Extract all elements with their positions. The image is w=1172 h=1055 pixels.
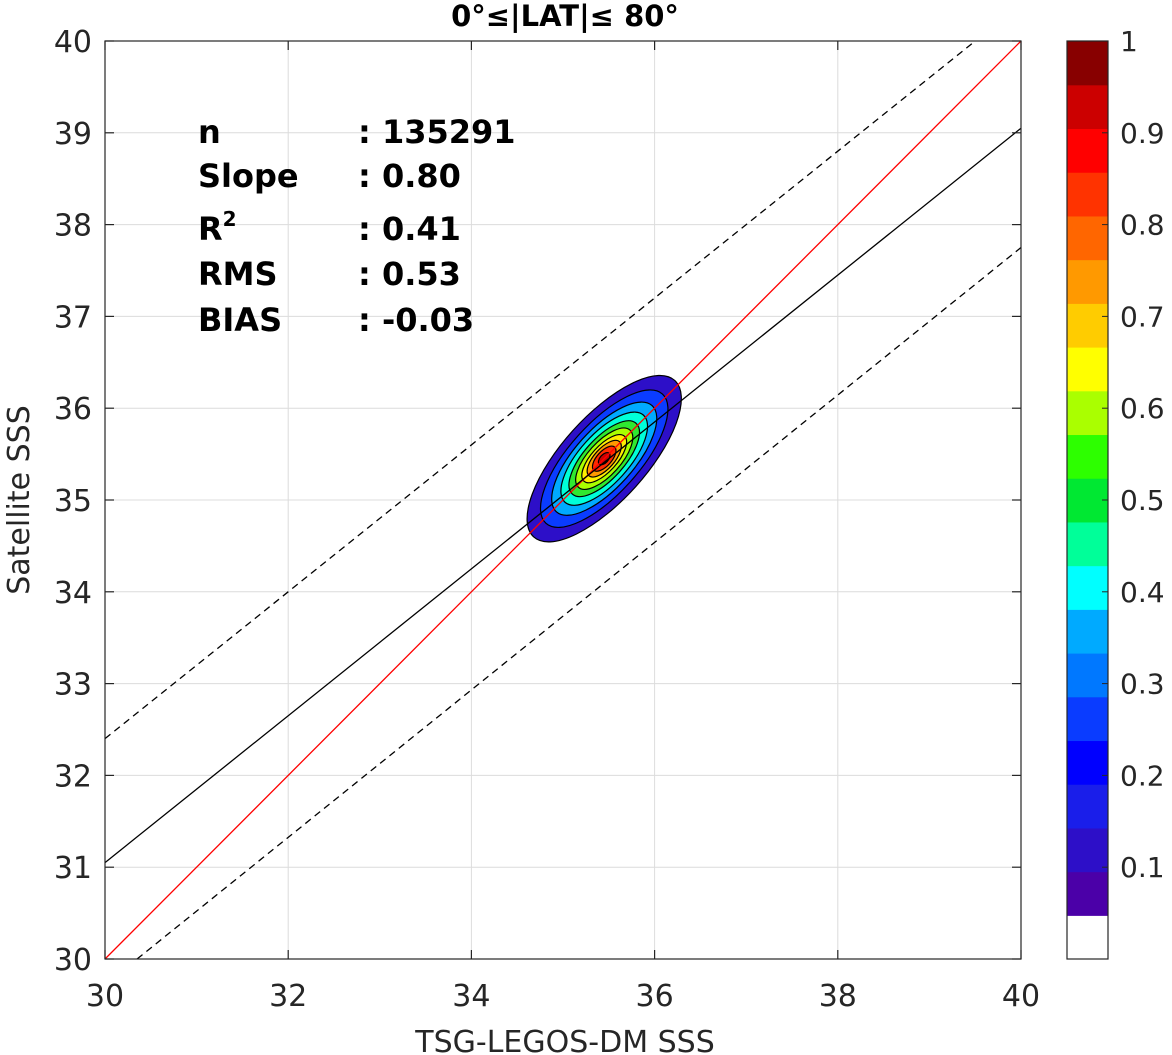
chart-title: 0°≤|LAT|≤ 80° <box>451 0 679 33</box>
y-tick-label: 40 <box>54 25 92 60</box>
colorbar-swatch <box>1067 565 1108 610</box>
colorbar-swatch <box>1067 784 1108 829</box>
y-tick-label: 30 <box>54 943 92 978</box>
colorbar-swatch <box>1067 653 1108 698</box>
colorbar-tick-label: 0.8 <box>1120 209 1165 242</box>
y-tick-label: 36 <box>54 392 92 427</box>
stat-value: : 0.53 <box>358 255 461 293</box>
stat-value: : -0.03 <box>358 301 474 339</box>
y-tick-label: 37 <box>54 300 92 335</box>
colorbar-tick-label: 0.7 <box>1120 300 1165 333</box>
colorbar-swatch <box>1067 347 1108 392</box>
colorbar-swatch <box>1067 915 1108 960</box>
colorbar-swatch <box>1067 259 1108 304</box>
colorbar-swatch <box>1067 84 1108 130</box>
x-tick-label: 32 <box>269 979 307 1014</box>
one-to-one-line <box>104 40 1022 960</box>
colorbar-tick-label: 0.6 <box>1120 392 1165 425</box>
colorbar-swatch <box>1067 827 1108 873</box>
colorbar-swatch <box>1067 871 1108 916</box>
reference-lines <box>104 40 1022 960</box>
y-tick-label: 34 <box>54 576 92 611</box>
colorbar-swatch <box>1067 521 1108 567</box>
colorbar-tick-label: 0.3 <box>1120 668 1165 701</box>
colorbar-swatch <box>1067 609 1108 654</box>
colorbar-swatch <box>1067 390 1108 436</box>
colorbar-swatch <box>1067 696 1108 742</box>
y-tick-label: 31 <box>54 851 92 886</box>
x-tick-label: 40 <box>1002 979 1040 1014</box>
colorbar-swatch <box>1067 215 1108 261</box>
y-tick-label: 35 <box>54 484 92 519</box>
colorbar-swatch <box>1067 303 1108 348</box>
colorbar-tick-label: 1 <box>1120 25 1138 58</box>
axis-ticks: 30 32 34 36 38 40 30 31 32 33 34 35 36 37 38 39 40 <box>54 25 1040 1014</box>
colorbar-tick-label: 0.1 <box>1120 851 1165 884</box>
x-axis-label: TSG-LEGOS-DM SSS <box>414 1025 715 1055</box>
stat-label: n <box>198 113 221 151</box>
y-tick-label: 32 <box>54 759 92 794</box>
x-tick-label: 38 <box>819 979 857 1014</box>
regression-line <box>104 127 1022 864</box>
colorbar-swatch <box>1067 172 1108 217</box>
colorbar-swatch <box>1067 740 1108 785</box>
x-tick-label: 34 <box>452 979 490 1014</box>
lower-bound-line <box>136 247 1022 960</box>
x-tick-label: 36 <box>636 979 674 1014</box>
colorbar-swatch <box>1067 434 1108 479</box>
stat-label: R2 <box>198 207 237 248</box>
stat-label: Slope <box>198 157 299 195</box>
colorbar: 0.1 0.2 0.3 0.4 0.5 0.6 0.7 0.8 0.9 1 <box>1066 25 1165 960</box>
colorbar-swatch <box>1067 41 1108 86</box>
colorbar-tick-label: 0.5 <box>1120 484 1165 517</box>
colorbar-tick-label: 0.2 <box>1120 759 1165 792</box>
x-tick-label: 30 <box>86 979 124 1014</box>
y-axis-label: Satellite SSS <box>2 405 37 595</box>
stat-value: : 0.80 <box>358 157 461 195</box>
upper-bound-line <box>104 40 976 740</box>
colorbar-tick-label: 0.4 <box>1120 576 1165 609</box>
stat-label: RMS <box>198 255 278 293</box>
stat-label: BIAS <box>198 301 282 339</box>
stats-box: n : 135291 Slope : 0.80 R2 : 0.41 RMS : 0.53 BIA… <box>198 113 516 339</box>
stat-value: : 135291 <box>358 113 516 151</box>
colorbar-swatch <box>1067 128 1108 173</box>
y-tick-label: 33 <box>54 668 92 703</box>
y-tick-label: 38 <box>54 209 92 244</box>
stat-value: : 0.41 <box>358 210 461 248</box>
y-tick-label: 39 <box>54 117 92 152</box>
colorbar-tick-label: 0.9 <box>1120 117 1165 150</box>
colorbar-swatch <box>1067 478 1108 523</box>
